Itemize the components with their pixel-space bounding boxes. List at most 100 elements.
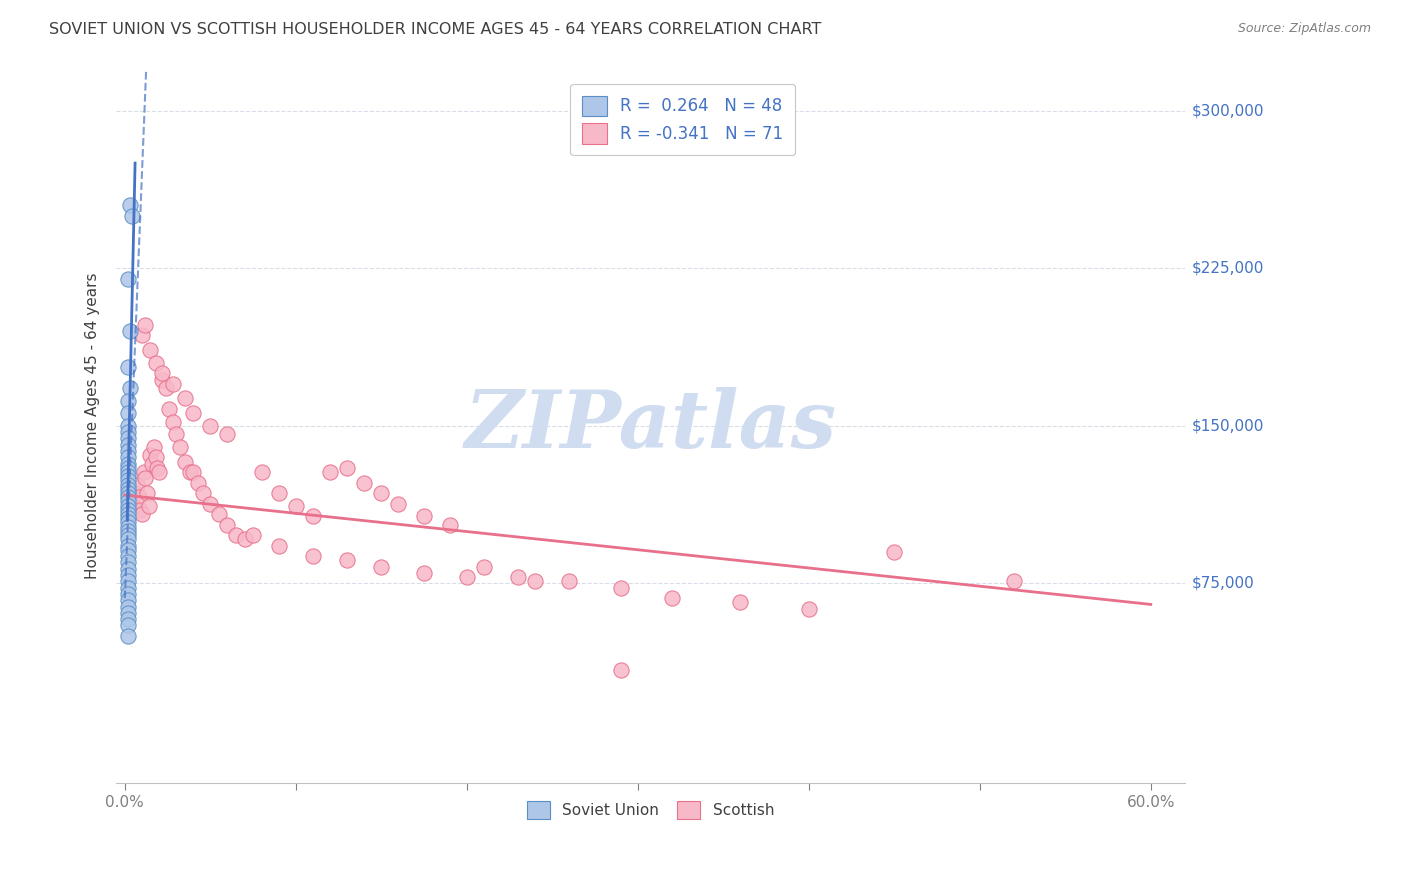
- Point: [117, 477, 139, 491]
- Y-axis label: Householder Income Ages 45 - 64 years: Householder Income Ages 45 - 64 years: [86, 273, 100, 579]
- Point: [225, 528, 247, 542]
- Text: Source: ZipAtlas.com: Source: ZipAtlas.com: [1237, 22, 1371, 36]
- Point: [456, 570, 478, 584]
- Point: [125, 477, 148, 491]
- Point: [117, 486, 139, 500]
- Point: [136, 486, 159, 500]
- Point: [117, 431, 139, 445]
- Point: [208, 507, 231, 521]
- Point: [179, 465, 201, 479]
- Point: [129, 503, 152, 517]
- Text: ZIPatlas: ZIPatlas: [464, 387, 837, 465]
- Point: [506, 570, 529, 584]
- Point: [117, 568, 139, 582]
- Point: [169, 440, 191, 454]
- Point: [609, 581, 631, 595]
- Point: [131, 507, 153, 521]
- Point: [200, 497, 222, 511]
- Point: [124, 486, 146, 500]
- Point: [233, 533, 256, 547]
- Point: [117, 469, 139, 483]
- Point: [370, 486, 392, 500]
- Point: [117, 271, 139, 285]
- Point: [439, 517, 461, 532]
- Point: [117, 406, 139, 420]
- Point: [128, 490, 150, 504]
- Point: [117, 503, 139, 517]
- Point: [200, 418, 222, 433]
- Point: [117, 511, 139, 525]
- Point: [139, 343, 162, 358]
- Point: [117, 542, 139, 557]
- Point: [117, 490, 139, 504]
- Point: [117, 457, 139, 471]
- Point: [117, 425, 139, 439]
- Point: [117, 465, 139, 479]
- Point: [302, 509, 325, 524]
- Point: [193, 486, 215, 500]
- Point: [883, 545, 905, 559]
- Point: [117, 393, 139, 408]
- Point: [217, 517, 239, 532]
- Point: [118, 324, 141, 338]
- Text: $300,000: $300,000: [1192, 103, 1264, 118]
- Point: [117, 359, 139, 374]
- Point: [162, 415, 184, 429]
- Point: [162, 376, 184, 391]
- Point: [117, 499, 139, 513]
- Point: [146, 460, 169, 475]
- Point: [118, 198, 141, 212]
- Point: [387, 497, 409, 511]
- Point: [117, 524, 139, 538]
- Point: [117, 460, 139, 475]
- Point: [134, 318, 156, 332]
- Point: [250, 465, 273, 479]
- Point: [1002, 574, 1025, 589]
- Point: [165, 427, 187, 442]
- Point: [117, 482, 139, 496]
- Point: [117, 519, 139, 533]
- Point: [117, 606, 139, 620]
- Point: [524, 574, 547, 589]
- Point: [267, 486, 290, 500]
- Point: [117, 555, 139, 569]
- Point: [117, 494, 139, 508]
- Point: [336, 460, 359, 475]
- Point: [117, 438, 139, 452]
- Point: [472, 559, 495, 574]
- Point: [117, 587, 139, 601]
- Point: [117, 574, 139, 589]
- Point: [181, 406, 204, 420]
- Point: [132, 465, 155, 479]
- Point: [117, 507, 139, 521]
- Point: [145, 356, 167, 370]
- Point: [117, 418, 139, 433]
- Point: [117, 599, 139, 614]
- Text: $75,000: $75,000: [1192, 576, 1254, 591]
- Point: [117, 612, 139, 626]
- Point: [131, 328, 153, 343]
- Point: [284, 499, 307, 513]
- Point: [173, 392, 195, 406]
- Point: [141, 457, 163, 471]
- Point: [152, 373, 174, 387]
- Point: [148, 465, 170, 479]
- Point: [370, 559, 392, 574]
- Point: [117, 528, 139, 542]
- Point: [117, 444, 139, 458]
- Point: [267, 539, 290, 553]
- Point: [117, 450, 139, 465]
- Point: [117, 539, 139, 553]
- Text: $150,000: $150,000: [1192, 418, 1264, 434]
- Point: [730, 595, 752, 609]
- Point: [134, 471, 156, 485]
- Point: [797, 601, 820, 615]
- Point: [118, 381, 141, 395]
- Point: [187, 475, 209, 490]
- Point: [157, 401, 180, 416]
- Point: [122, 499, 145, 513]
- Point: [117, 549, 139, 563]
- Point: [117, 516, 139, 530]
- Point: [336, 553, 359, 567]
- Point: [155, 381, 177, 395]
